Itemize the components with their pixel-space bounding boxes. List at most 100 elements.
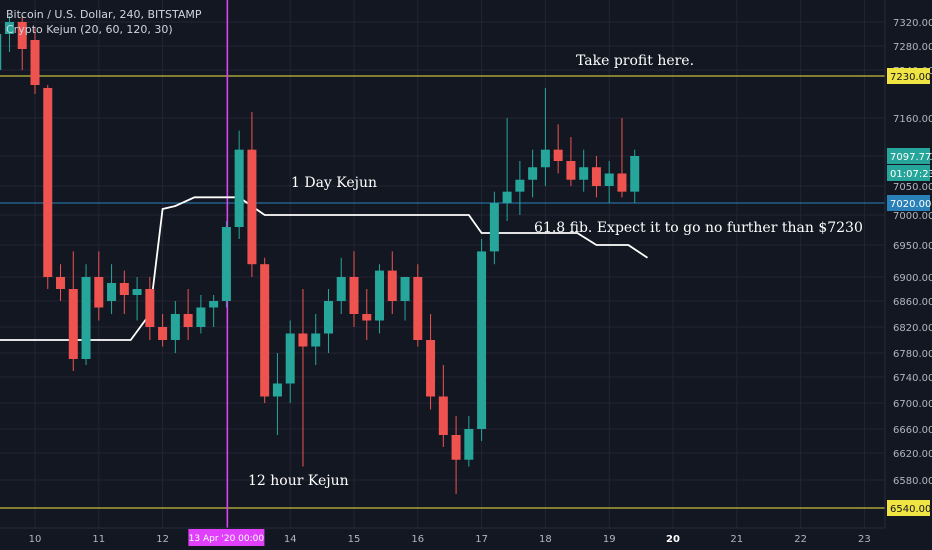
price-label-entry-box [887, 195, 930, 211]
one-day-kejun-annotation: 1 Day Kejun [291, 175, 378, 191]
candle-body[interactable] [285, 333, 295, 384]
x-axis-tick-label: 10 [29, 534, 42, 545]
candle-body[interactable] [81, 277, 91, 359]
candle-body[interactable] [362, 314, 372, 321]
candle-body[interactable] [145, 289, 155, 327]
y-axis-tick-label: 6660.00 [893, 425, 932, 436]
candle-body[interactable] [196, 307, 206, 328]
y-axis-tick-label: 6820.00 [893, 323, 932, 334]
price-label-take-profit-box [887, 68, 930, 84]
y-axis-tick-label: 7280.00 [893, 42, 932, 53]
candle-body[interactable] [43, 88, 53, 277]
y-axis-tick-label: 6900.00 [893, 273, 932, 284]
candle-body[interactable] [68, 289, 78, 359]
candle-body[interactable] [234, 149, 244, 227]
candle-body[interactable] [387, 270, 397, 301]
y-axis-tick-label: 7320.00 [893, 18, 932, 29]
candle-body[interactable] [528, 167, 538, 180]
symbol-title: Bitcoin / U.S. Dollar, 240, BITSTAMP [6, 8, 202, 21]
price-label-countdown: 01:07:23 [890, 169, 932, 180]
candle-body[interactable] [221, 227, 231, 301]
candle-body[interactable] [617, 173, 627, 192]
candle-body[interactable] [272, 383, 282, 397]
x-axis-tick-label: 12 [156, 534, 169, 545]
x-axis-tick-label: 20 [666, 534, 680, 545]
indicator-title: Crypto Kejun (20, 60, 120, 30) [6, 23, 173, 36]
candle-body[interactable] [349, 277, 359, 314]
twelve-hour-kejun-annotation: 12 hour Kejun [248, 473, 349, 489]
candle-body[interactable] [630, 156, 640, 192]
x-axis-tick-label: 17 [475, 534, 488, 545]
candle-body[interactable] [477, 251, 487, 429]
candle-body[interactable] [119, 283, 129, 295]
x-axis-highlight-label: 13 Apr '20 00:00 [189, 534, 265, 544]
y-axis-panel [885, 0, 932, 550]
y-axis-tick-label: 6740.00 [893, 373, 932, 384]
y-axis-tick-label: 7000.00 [893, 211, 932, 222]
candle-body[interactable] [107, 283, 117, 301]
fib-annotation: 61.8 fib. Expect it to go no further tha… [534, 220, 863, 236]
candle-body[interactable] [0, 34, 2, 70]
candle-body[interactable] [451, 435, 461, 460]
x-axis-tick-label: 21 [730, 534, 743, 545]
candle-body[interactable] [566, 161, 576, 180]
candle-body[interactable] [247, 149, 257, 265]
candle-body[interactable] [311, 333, 321, 347]
x-axis-tick-label: 14 [284, 534, 297, 545]
x-axis-tick-label: 16 [411, 534, 424, 545]
candle-body[interactable] [413, 277, 423, 340]
x-axis-tick-label: 23 [858, 534, 871, 545]
candle-body[interactable] [183, 314, 193, 327]
candle-body[interactable] [464, 429, 474, 460]
price-label-entry: 7020.00 [890, 199, 931, 210]
price-label-support-box [887, 500, 930, 516]
candle-body[interactable] [426, 340, 436, 397]
x-axis-tick-label: 18 [539, 534, 552, 545]
candle-body[interactable] [30, 40, 40, 85]
candle-body[interactable] [591, 167, 601, 186]
candle-body[interactable] [298, 333, 308, 347]
price-label-countdown-box [887, 165, 930, 181]
candle-body[interactable] [56, 277, 66, 289]
y-axis-tick-label: 6860.00 [893, 297, 932, 308]
price-label-support: 6540.00 [890, 504, 931, 515]
y-axis-tick-label: 6580.00 [893, 476, 932, 487]
y-axis-tick-label: 7160.00 [893, 114, 932, 125]
candle-body[interactable] [336, 277, 346, 301]
x-axis-tick-label: 15 [348, 534, 361, 545]
candle-body[interactable] [4, 22, 14, 34]
candle-body[interactable] [515, 179, 525, 192]
x-axis-tick-label: 11 [92, 534, 105, 545]
x-axis-tick-label: 19 [603, 534, 616, 545]
candle-body[interactable] [375, 270, 385, 321]
candle-body[interactable] [604, 173, 614, 187]
take-profit-annotation: Take profit here. [576, 53, 695, 69]
x-axis-highlight-box [188, 529, 265, 546]
candle-body[interactable] [553, 149, 563, 161]
candle-body[interactable] [132, 289, 142, 295]
price-label-last: 7097.77 [890, 152, 931, 163]
candle-body[interactable] [489, 203, 499, 252]
y-axis-tick-label: 7050.00 [893, 182, 932, 193]
candle-body[interactable] [170, 314, 180, 340]
price-label-last-box [887, 148, 930, 164]
y-axis-tick-label: 6700.00 [893, 399, 932, 410]
candle-body[interactable] [579, 167, 589, 180]
candle-body[interactable] [323, 301, 333, 334]
x-axis-tick-label: 22 [794, 534, 807, 545]
candle-body[interactable] [209, 301, 219, 308]
candle-body[interactable] [158, 327, 168, 340]
candle-body[interactable] [540, 149, 550, 168]
y-axis-tick-label: 6620.00 [893, 449, 932, 460]
candle-body[interactable] [17, 22, 27, 49]
candle-body[interactable] [438, 396, 448, 436]
candle-body[interactable] [94, 277, 104, 308]
y-axis-tick-label: 6950.00 [893, 241, 932, 252]
candle-body[interactable] [400, 277, 410, 301]
candle-body[interactable] [502, 191, 512, 203]
candle-body[interactable] [260, 264, 270, 397]
y-axis-tick-label: 6780.00 [893, 349, 932, 360]
